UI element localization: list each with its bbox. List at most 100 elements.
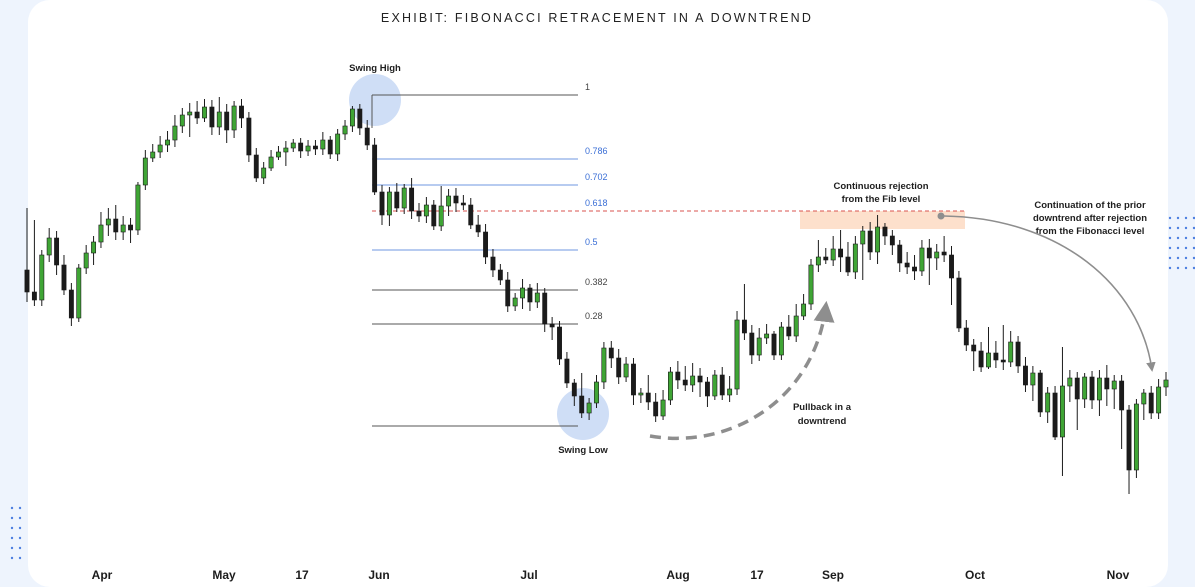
rejection-band [800, 211, 965, 229]
candle [808, 259, 814, 310]
candle-body-bull [172, 125, 178, 141]
candle [712, 370, 718, 400]
candle-body-bull [815, 256, 821, 266]
candle-body-bear [845, 256, 851, 273]
candle-body-bull [165, 139, 170, 146]
candle [741, 284, 747, 340]
swing-low-label: Swing Low [558, 445, 608, 456]
candle-body-bull [276, 151, 281, 158]
candle [1089, 371, 1095, 409]
candle-body-bull [179, 114, 185, 127]
candle-body-bull [105, 218, 111, 226]
candle [1015, 336, 1021, 373]
candle-body-bull [778, 326, 784, 356]
pullback-label-line1: Pullback in a [793, 402, 852, 413]
candle-body-bear [246, 117, 252, 156]
candle [734, 311, 740, 395]
candle-body-bull [594, 381, 599, 404]
candle-body-bear [557, 326, 562, 360]
candle [394, 183, 400, 212]
candle [187, 103, 193, 137]
candle [261, 162, 267, 184]
decorative-dot [1176, 246, 1180, 250]
candle-body-bull [120, 224, 126, 233]
candle-body-bull [793, 315, 799, 337]
candle [830, 236, 836, 266]
candle-body-bull [386, 191, 392, 216]
candle [76, 264, 82, 322]
candle [1030, 366, 1036, 401]
candle-body-bear [416, 210, 422, 217]
candle-body-bull [1060, 385, 1065, 438]
candle [490, 249, 496, 277]
decorative-dot [18, 526, 22, 530]
candle-body-bear [475, 224, 481, 233]
continuation-arrow-start [937, 212, 945, 220]
candle [1008, 331, 1014, 367]
candle [756, 328, 762, 361]
candle [305, 140, 311, 156]
candle-body-bull [734, 319, 740, 390]
candle-body-bull [860, 230, 866, 245]
candle [1126, 405, 1132, 494]
candle-body-bear [357, 108, 363, 129]
candle-body-bull [76, 267, 82, 319]
decorative-dot [1176, 216, 1180, 220]
candle-body-bull [1096, 377, 1102, 401]
candle [453, 188, 459, 212]
candle [623, 357, 629, 382]
candle-body-bear [542, 292, 548, 325]
pullback-label-line2: downtrend [798, 416, 847, 427]
candle [719, 367, 725, 400]
candle [335, 129, 341, 161]
candle [549, 317, 555, 340]
decorative-dot [1168, 226, 1172, 230]
candle [438, 186, 444, 231]
decorative-dot [1192, 226, 1195, 230]
candle [327, 136, 333, 159]
decorative-dot [1168, 216, 1172, 220]
candle-body-bear [564, 358, 570, 384]
candle [1163, 372, 1169, 396]
candle-body-bear [128, 224, 133, 231]
candle-body-bear [823, 256, 829, 261]
candle [690, 363, 696, 392]
decorative-dot [1184, 266, 1188, 270]
candle [1000, 325, 1006, 370]
x-tick-label: Oct [965, 568, 985, 582]
candle-body-bull [712, 374, 718, 397]
candle [105, 208, 111, 236]
candle-body-bull [1030, 372, 1036, 386]
decorative-dot [1176, 226, 1180, 230]
candle-body-bull [660, 399, 666, 417]
decorative-dot [1184, 256, 1188, 260]
x-tick-label: 17 [295, 568, 309, 582]
candle [616, 349, 622, 384]
candle [926, 239, 932, 285]
candle-body-bull [142, 157, 148, 186]
candle [520, 279, 525, 309]
candle-body-bull [623, 363, 629, 378]
candle-body-bear [1052, 392, 1058, 438]
candle [978, 342, 984, 372]
candle-body-bear [1089, 376, 1095, 401]
decorative-dot [1192, 266, 1195, 270]
candle [986, 327, 991, 369]
decorative-dot [1168, 236, 1172, 240]
candle [497, 264, 503, 285]
decorative-dot [1176, 236, 1180, 240]
candle [993, 341, 999, 368]
candle-body-bull [764, 333, 770, 339]
candle [505, 272, 511, 312]
candle [61, 255, 67, 295]
candle [564, 352, 570, 388]
candle [697, 368, 703, 397]
decorative-dot [18, 516, 22, 520]
candle-body-bull [830, 248, 836, 261]
candle-body-bear [993, 352, 999, 361]
candle [660, 390, 666, 420]
candle [912, 255, 917, 280]
candle-body-bear [971, 344, 977, 352]
candle-body-bear [364, 127, 370, 146]
candle-body-bull [808, 264, 814, 305]
